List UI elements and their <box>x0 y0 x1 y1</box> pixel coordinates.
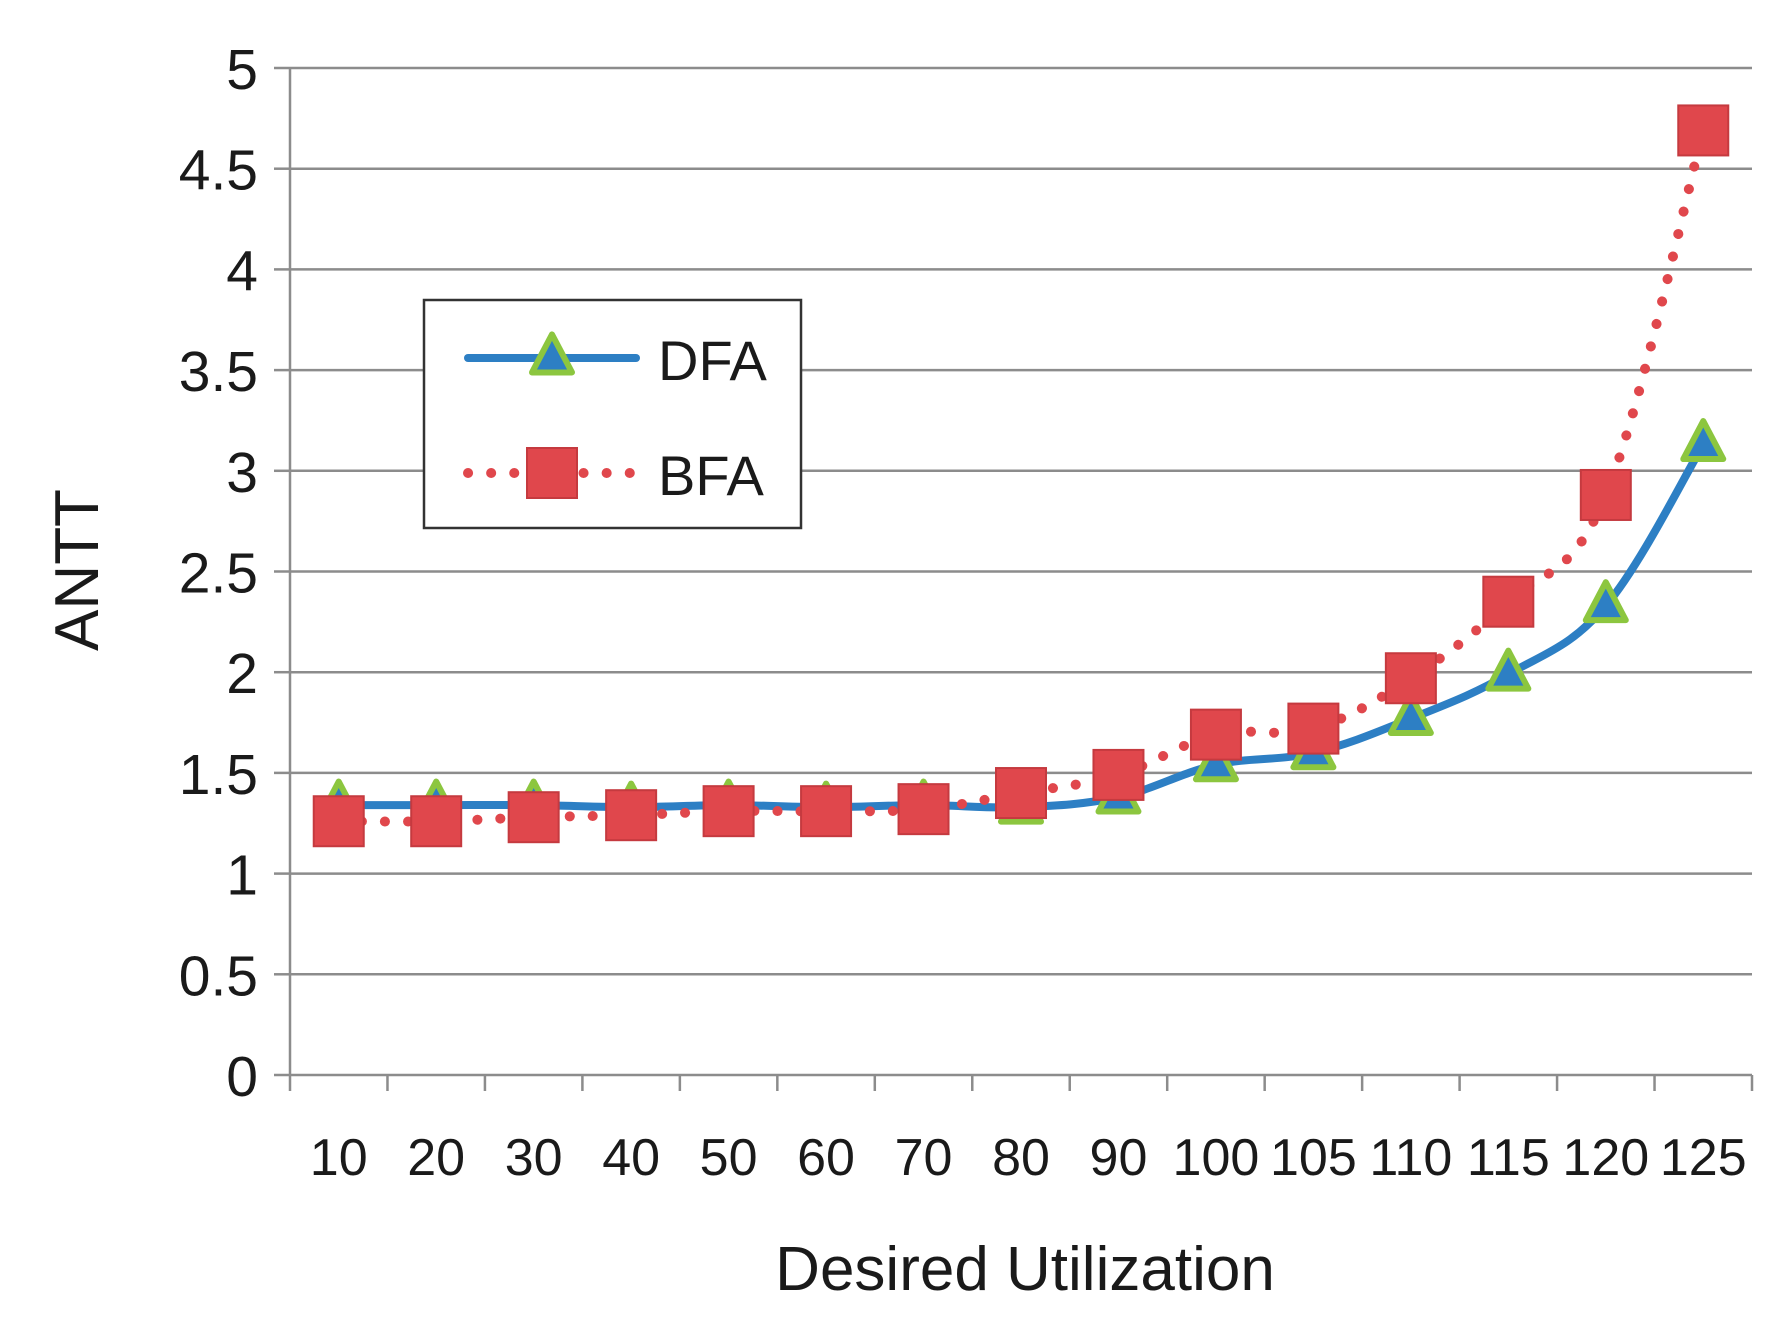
data-point-bfa <box>1189 708 1242 761</box>
x-tick-labels: 10 20 30 40 50 60 70 80 90 100 105 110 115 120 125 <box>310 1129 1747 1187</box>
y-tick-label: 3 <box>226 441 258 505</box>
x-tick-label: 115 <box>1467 1129 1550 1187</box>
data-point-bfa <box>605 789 658 842</box>
data-point-dfa <box>1387 691 1434 736</box>
y-tick-label: 0.5 <box>179 944 258 1008</box>
data-point-dfa <box>1582 579 1629 624</box>
y-tick-label: 2 <box>226 642 258 706</box>
data-point-bfa <box>1677 104 1730 157</box>
y-tick-label: 0 <box>226 1045 258 1109</box>
data-point-bfa <box>312 795 365 848</box>
data-point-bfa <box>1482 575 1535 628</box>
legend-label-dfa: DFA <box>658 329 768 392</box>
data-point-bfa <box>507 791 560 844</box>
x-tick-label: 90 <box>1090 1129 1148 1187</box>
series-line-bfa <box>333 125 1709 827</box>
y-tick-label: 4.5 <box>179 139 258 203</box>
data-point-bfa <box>897 783 950 836</box>
data-point-bfa <box>995 767 1047 820</box>
legend-label-bfa: BFA <box>658 444 764 507</box>
y-tick-label: 1 <box>226 844 258 908</box>
data-point-bfa <box>1287 702 1340 755</box>
y-tick-label: 3.5 <box>179 340 258 404</box>
x-axis-label: Desired Utilization <box>775 1235 1275 1304</box>
data-point-bfa <box>800 785 853 838</box>
axes <box>274 66 1754 1091</box>
series-bfa-markers <box>312 104 1730 848</box>
data-point-bfa <box>1092 748 1145 801</box>
data-point-bfa <box>410 795 463 848</box>
x-tick-label: 20 <box>407 1129 465 1187</box>
x-tick-label: 30 <box>505 1129 563 1187</box>
y-tick-label: 1.5 <box>179 743 258 807</box>
y-axis-label: ANTT <box>43 489 112 651</box>
x-tick-label: 40 <box>602 1129 660 1187</box>
data-point-dfa <box>1680 418 1727 463</box>
x-tick-label: 105 <box>1270 1129 1357 1187</box>
x-tick-label: 110 <box>1369 1129 1452 1187</box>
data-point-bfa <box>1384 652 1437 705</box>
x-tick-label: 70 <box>895 1129 953 1187</box>
x-tick-label: 100 <box>1173 1129 1260 1187</box>
legend: DFA BFA <box>422 298 803 530</box>
y-tick-label: 4 <box>226 239 258 303</box>
y-tick-label: 5 <box>226 38 258 102</box>
x-tick-label: 80 <box>992 1129 1050 1187</box>
series-bfa-line-group <box>333 125 1709 827</box>
x-tick-label: 50 <box>700 1129 758 1187</box>
data-point-bfa <box>702 785 755 838</box>
x-tick-label: 10 <box>310 1129 368 1187</box>
data-point-bfa <box>1579 468 1632 521</box>
legend-marker-bfa <box>526 447 578 499</box>
series-layer <box>312 104 1730 848</box>
legend-box <box>422 298 803 530</box>
x-tick-label: 60 <box>797 1129 855 1187</box>
x-tick-label: 120 <box>1562 1129 1649 1187</box>
data-point-dfa <box>1485 647 1532 692</box>
legend-marker-dfa <box>529 331 575 376</box>
x-tick-label: 125 <box>1660 1129 1747 1187</box>
y-tick-label: 2.5 <box>179 542 258 606</box>
y-tick-labels: 0 0.5 1 1.5 2 2.5 3 3.5 4 4.5 5 <box>179 38 258 1109</box>
